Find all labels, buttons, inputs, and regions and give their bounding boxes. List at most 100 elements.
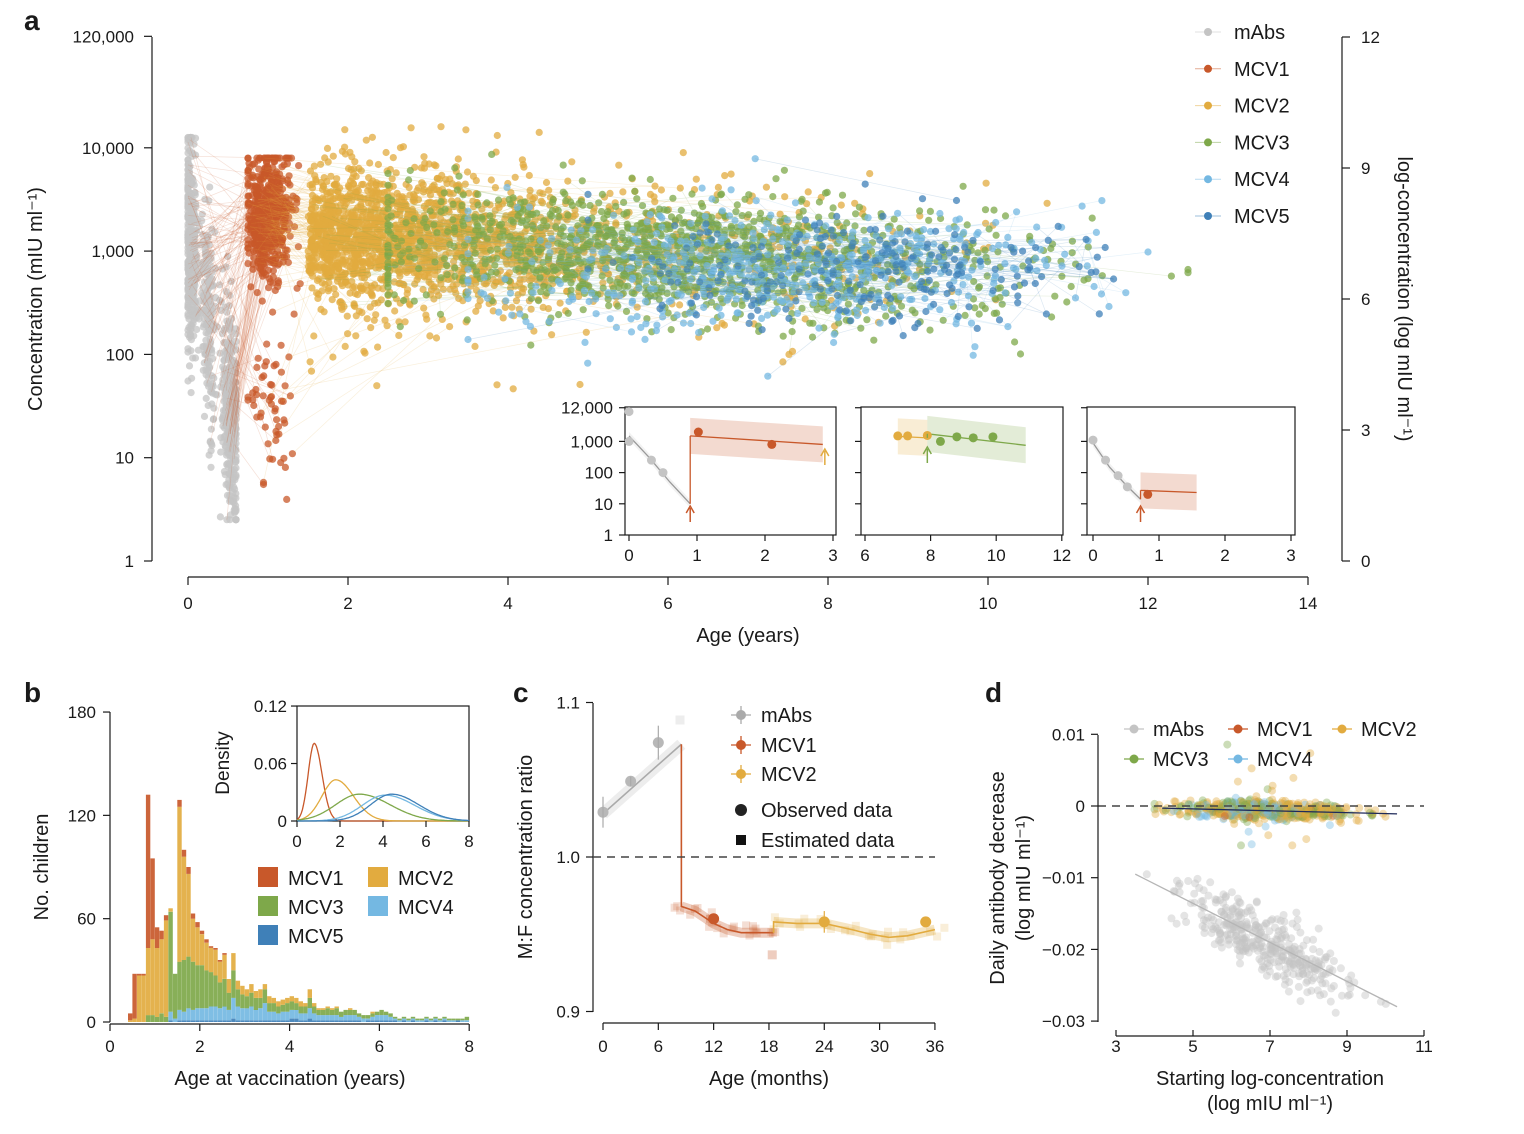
point-mAbs (226, 334, 235, 342)
point-MCV2 (785, 350, 793, 358)
point-MCV3 (605, 302, 613, 310)
point-MCV2 (508, 303, 516, 311)
point-mAbs (226, 460, 234, 468)
point-MCV3 (863, 316, 871, 324)
point-MCV2 (389, 154, 397, 162)
point-MCV4 (698, 184, 706, 192)
point-MCV3 (1011, 338, 1019, 346)
point-MCV2 (341, 342, 349, 350)
point-MCV3 (975, 310, 983, 318)
point-MCV3 (772, 175, 780, 183)
point-MCV2 (487, 176, 495, 184)
point-mAbs (189, 319, 197, 327)
point-mAbs (222, 288, 230, 296)
point-mAbs (217, 306, 225, 314)
point-MCV2 (310, 332, 318, 340)
point-mAbs (226, 497, 234, 505)
point-MCV4 (508, 311, 516, 319)
point-MCV3 (488, 150, 496, 158)
point-MCV1 (269, 308, 277, 316)
point-MCV3 (1016, 350, 1025, 358)
point-MCV2 (370, 316, 378, 324)
point-MCV3 (463, 316, 471, 324)
point-MCV2 (374, 343, 382, 351)
point-MCV4 (1098, 197, 1106, 205)
point-MCV1 (295, 162, 303, 170)
point-MCV3 (829, 204, 837, 212)
point-MCV4 (627, 315, 635, 323)
point-MCV3 (870, 336, 878, 344)
point-mAbs (191, 227, 199, 235)
point-MCV2 (359, 180, 367, 188)
point-MCV4 (1105, 302, 1113, 311)
point-MCV2 (407, 124, 415, 132)
point-mAbs (230, 483, 238, 491)
point-MCV2 (361, 349, 369, 357)
point-mAbs (217, 383, 225, 391)
point-mAbs (229, 488, 237, 496)
point-MCV4 (652, 327, 661, 335)
point-mAbs (198, 210, 206, 218)
point-mAbs (205, 451, 213, 459)
point-MCV2 (804, 188, 812, 196)
point-MCV2 (692, 175, 700, 183)
point-MCV2 (727, 170, 735, 178)
point-MCV2 (396, 144, 405, 152)
point-mAbs (184, 161, 192, 169)
point-mAbs (193, 325, 201, 334)
point-MCV2 (499, 314, 507, 322)
point-MCV4 (751, 155, 759, 163)
point-MCV4 (606, 315, 614, 323)
point-MCV2 (346, 148, 354, 156)
point-mAbs (216, 513, 224, 521)
point-MCV2 (391, 307, 399, 315)
point-MCV1 (244, 154, 252, 162)
point-MCV2 (454, 155, 462, 163)
point-MCV4 (637, 323, 645, 332)
point-MCV3 (981, 206, 990, 214)
point-MCV4 (612, 323, 621, 331)
point-MCV3 (959, 182, 967, 190)
point-MCV2 (373, 382, 381, 390)
point-MCV3 (857, 324, 865, 332)
point-mAbs (185, 257, 193, 265)
point-MCV3 (717, 190, 726, 198)
panel-label-a: a (24, 5, 40, 36)
point-MCV3 (990, 206, 998, 214)
point-mAbs (184, 377, 192, 385)
point-MCV2 (679, 149, 687, 157)
point-mAbs (226, 470, 234, 478)
point-mAbs (187, 389, 195, 397)
point-mAbs (206, 437, 214, 445)
point-MCV3 (855, 203, 864, 211)
point-MCV4 (708, 195, 716, 203)
point-MCV3 (838, 191, 847, 199)
point-MCV3 (614, 302, 622, 310)
point-mAbs (190, 267, 198, 275)
point-mAbs (191, 354, 200, 362)
panel-a (184, 28, 1212, 524)
series-mAbs-points (184, 133, 240, 524)
point-MCV4 (709, 317, 717, 325)
point-MCV2 (423, 315, 431, 323)
point-mAbs (210, 415, 218, 423)
point-mAbs (184, 270, 193, 278)
point-mAbs (204, 233, 212, 241)
point-MCV1 (262, 358, 270, 366)
point-MCV2 (341, 126, 349, 134)
point-MCV4 (727, 186, 735, 194)
point-MCV2 (469, 172, 477, 180)
point-MCV2 (471, 342, 479, 350)
point-mAbs (202, 394, 210, 402)
point-mAbs (226, 448, 234, 456)
point-MCV4 (1078, 202, 1086, 210)
point-MCV4 (791, 199, 800, 207)
point-MCV3 (998, 300, 1006, 308)
point-MCV2 (619, 188, 627, 196)
point-MCV2 (646, 190, 655, 198)
point-MCV1 (254, 354, 262, 362)
point-MCV3 (396, 323, 404, 331)
point-MCV2 (329, 152, 337, 160)
point-MCV3 (779, 332, 787, 340)
point-MCV4 (522, 318, 530, 326)
